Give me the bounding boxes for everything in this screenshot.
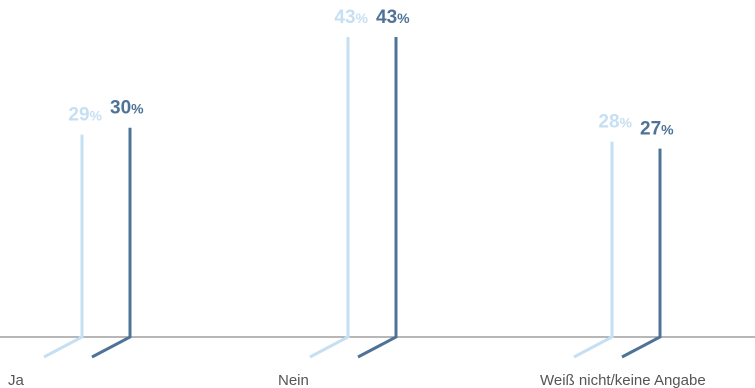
category-label-1: Ja — [8, 372, 25, 388]
value-label-series2-1: 30% — [110, 98, 144, 119]
category-labels-group: Ja Nein Weiß nicht/keine Angabe — [8, 372, 706, 388]
value-label-series2-3: 27% — [640, 119, 674, 140]
bar-series2-wei-nicht-keine-angabe — [621, 148, 662, 359]
value-label-series1-2: 43% — [334, 7, 368, 28]
bar-series2-ja — [91, 127, 132, 359]
bars-group — [43, 37, 662, 359]
value-label-series1-3: 28% — [598, 112, 632, 133]
bar-series1-ja — [43, 134, 84, 359]
bar-series1-wei-nicht-keine-angabe — [573, 141, 614, 359]
value-label-series2-2: 43% — [376, 7, 410, 28]
bar-series2-nein — [357, 37, 398, 359]
bar-series1-nein — [309, 37, 350, 359]
value-labels-group: 29% 43% 28% 30% 43% 27% — [68, 7, 674, 140]
category-label-2: Nein — [278, 372, 309, 388]
category-label-3: Weiß nicht/keine Angabe — [540, 372, 706, 388]
value-label-series1-1: 29% — [68, 105, 102, 126]
